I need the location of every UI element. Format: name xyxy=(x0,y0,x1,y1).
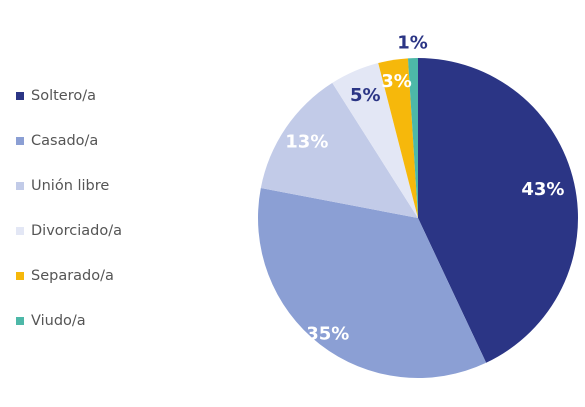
data-label: 35% xyxy=(306,323,349,344)
data-label: 3% xyxy=(381,71,412,92)
data-label: 5% xyxy=(350,85,381,106)
legend-swatch xyxy=(16,137,24,145)
legend-label: Separado/a xyxy=(31,268,114,284)
data-label: 43% xyxy=(521,179,564,200)
legend-swatch xyxy=(16,272,24,280)
legend-swatch xyxy=(16,227,24,235)
legend-label: Casado/a xyxy=(31,133,98,149)
legend-swatch xyxy=(16,92,24,100)
pie-slice xyxy=(260,82,418,218)
pie-slice xyxy=(418,58,578,363)
pie-slice xyxy=(332,63,418,218)
pie-slice xyxy=(258,188,487,379)
legend-label: Divorciado/a xyxy=(31,223,122,239)
data-label: 13% xyxy=(285,131,328,152)
legend-label: Viudo/a xyxy=(31,313,86,329)
legend-label: Soltero/a xyxy=(31,88,96,104)
pie-slice xyxy=(407,58,418,218)
legend-swatch xyxy=(16,317,24,325)
data-label: 1% xyxy=(397,33,428,54)
pie-slice xyxy=(378,58,418,219)
legend-swatch xyxy=(16,182,24,190)
legend-label: Unión libre xyxy=(31,178,109,194)
